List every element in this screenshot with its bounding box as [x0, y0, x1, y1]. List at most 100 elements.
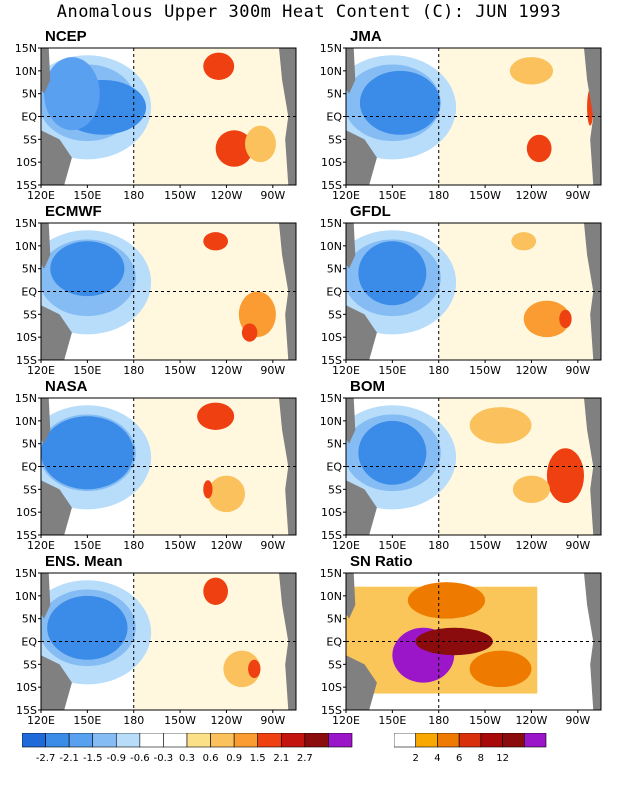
y-tick-label: 5S — [23, 133, 37, 146]
colorbar-label: 12 — [496, 753, 509, 764]
anomaly-blob — [469, 407, 532, 444]
y-tick-label: EQ — [21, 111, 37, 124]
panel-label: ENS. Mean — [45, 553, 123, 570]
land-americas — [279, 48, 296, 185]
y-tick-label: 15S — [16, 179, 37, 192]
x-tick-label: 180 — [123, 714, 144, 727]
x-tick-label: 180 — [428, 189, 449, 202]
colorbar-swatch — [45, 733, 70, 748]
y-tick-label: 10N — [15, 590, 37, 603]
anomaly-blob — [358, 420, 427, 485]
x-tick-label: 120W — [211, 539, 243, 552]
y-tick-label: 10S — [16, 681, 37, 694]
x-tick-label: 90W — [565, 714, 590, 727]
y-tick-label: 15S — [321, 354, 342, 367]
y-tick-label: 10N — [15, 240, 37, 253]
anomaly-blob — [203, 52, 235, 80]
colorbar-swatch — [437, 733, 460, 748]
colorbar-label: -1.5 — [83, 753, 103, 764]
land-philippines — [41, 223, 51, 269]
x-tick-label: 90W — [565, 539, 590, 552]
x-tick-label: 180 — [428, 364, 449, 377]
anomaly-blob — [358, 241, 427, 306]
y-tick-label: 5S — [23, 483, 37, 496]
y-tick-label: 15S — [16, 529, 37, 542]
land-philippines — [346, 48, 356, 94]
colorbar-swatch — [210, 733, 235, 748]
y-tick-label: 15N — [320, 217, 342, 230]
x-tick-label: 150E — [73, 539, 101, 552]
x-tick-label: 150W — [164, 714, 196, 727]
y-tick-label: 5N — [22, 263, 37, 276]
panel-label: GFDL — [350, 203, 391, 220]
land-philippines — [41, 398, 51, 444]
y-tick-label: EQ — [21, 286, 37, 299]
x-tick-label: 90W — [565, 364, 590, 377]
x-tick-label: 120W — [516, 364, 548, 377]
colorbar-swatch — [257, 733, 282, 748]
y-tick-label: 15S — [321, 704, 342, 717]
map-panel-sn: 15N 10N 5N EQ 5S 10S 15S 120E 150E 180 150W 120W 90W… — [305, 553, 605, 727]
y-tick-label: 15S — [16, 704, 37, 717]
land-americas — [279, 573, 296, 710]
x-tick-label: 150E — [73, 714, 101, 727]
y-tick-label: EQ — [326, 461, 342, 474]
y-tick-label: 10S — [321, 681, 342, 694]
map-panel-nasa: 15N 10N 5N EQ 5S 10S 15S 120E 150E 180 150W 120W 90W… — [0, 378, 300, 552]
anomaly-blob — [512, 475, 550, 504]
land-americas — [584, 573, 601, 710]
y-tick-label: 10S — [321, 331, 342, 344]
y-tick-label: 5N — [22, 88, 37, 101]
y-tick-label: 10S — [16, 331, 37, 344]
anomaly-blob — [197, 402, 235, 430]
y-tick-label: 5S — [23, 658, 37, 671]
colorbar-swatch — [139, 733, 164, 748]
y-tick-label: 5N — [327, 88, 342, 101]
y-tick-label: 15N — [15, 567, 37, 580]
x-tick-label: 180 — [123, 189, 144, 202]
y-tick-label: 10N — [15, 415, 37, 428]
colorbar-swatch — [502, 733, 525, 748]
land-americas — [279, 223, 296, 360]
y-tick-label: 15S — [16, 354, 37, 367]
anomaly-blob — [546, 448, 584, 504]
y-tick-label: 10N — [320, 415, 342, 428]
colorbar-label: 8 — [478, 753, 484, 764]
colorbar-label: 2 — [413, 753, 419, 764]
y-tick-label: 5N — [22, 613, 37, 626]
x-tick-label: 150W — [469, 714, 501, 727]
y-tick-label: 15N — [15, 42, 37, 55]
colorbar-swatch — [280, 733, 306, 748]
y-tick-label: 15S — [321, 529, 342, 542]
colorbar-label: -0.6 — [130, 753, 150, 764]
anomaly-blob — [526, 134, 552, 163]
map-panel-jma: 15N 10N 5N EQ 5S 10S 15S 120E 150E 180 150W 120W 90W… — [305, 28, 605, 202]
x-tick-label: 150E — [378, 364, 406, 377]
x-tick-label: 120E — [332, 189, 360, 202]
anomaly-blob — [511, 232, 537, 251]
y-tick-label: 5S — [328, 133, 342, 146]
land-australia-png — [346, 655, 377, 710]
x-tick-label: 120E — [332, 539, 360, 552]
x-tick-label: 150E — [378, 189, 406, 202]
land-australia-png — [346, 305, 377, 360]
land-philippines — [346, 223, 356, 269]
colorbar-label: -2.7 — [36, 753, 56, 764]
land-americas — [584, 223, 601, 360]
anomaly-blob — [559, 309, 572, 329]
x-tick-label: 120W — [516, 189, 548, 202]
anomaly-blob — [50, 241, 125, 297]
x-tick-label: 120W — [516, 714, 548, 727]
land-philippines — [41, 48, 51, 94]
x-tick-label: 120E — [27, 539, 55, 552]
colorbar-swatch — [233, 733, 259, 748]
y-tick-label: 5N — [327, 613, 342, 626]
anomaly-blob — [215, 130, 253, 167]
y-tick-label: 5S — [328, 308, 342, 321]
y-tick-label: 10S — [321, 506, 342, 519]
